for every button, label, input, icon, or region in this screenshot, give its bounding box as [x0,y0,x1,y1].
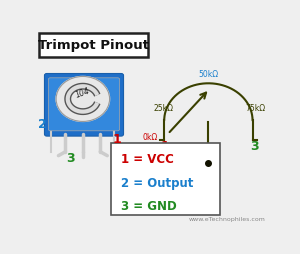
FancyBboxPatch shape [44,73,124,136]
Text: 2 = Output: 2 = Output [121,177,194,189]
Text: Trimpot Pinout: Trimpot Pinout [38,39,149,52]
FancyBboxPatch shape [39,34,148,57]
Text: 75kΩ: 75kΩ [246,104,266,113]
Text: 50kΩ: 50kΩ [198,70,218,79]
Text: 3: 3 [66,152,74,165]
Text: 3: 3 [250,140,259,153]
Text: 2: 2 [209,165,218,178]
Text: 1: 1 [112,133,121,146]
Text: 1: 1 [160,140,169,153]
Text: www.eTechnophiles.com: www.eTechnophiles.com [188,217,266,222]
Circle shape [56,76,110,121]
Text: 2: 2 [38,118,46,131]
Text: 0kΩ: 0kΩ [143,133,158,141]
Text: 3 = GND: 3 = GND [121,200,177,213]
Text: 25kΩ: 25kΩ [154,104,173,113]
FancyBboxPatch shape [48,78,120,131]
Text: 1 = VCC: 1 = VCC [121,153,174,166]
Text: 104: 104 [74,86,91,99]
FancyBboxPatch shape [111,143,220,215]
